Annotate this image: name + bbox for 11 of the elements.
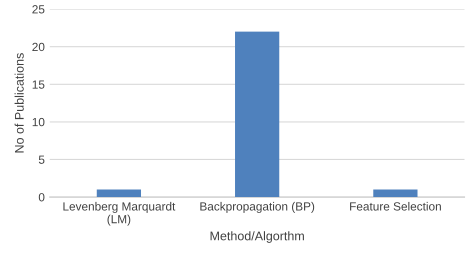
x-axis-title: Method/Algorthm [210,231,304,243]
x-tick-label: Backpropagation (BP) [200,202,314,213]
x-tick-label: Feature Selection [350,202,441,211]
y-tick-label: 15 [32,80,44,89]
y-axis-title: No of Publications [14,53,24,152]
y-tick-label: 20 [32,42,44,52]
y-tick-label: 5 [38,156,44,164]
y-tick-label: 10 [32,118,44,126]
y-tick-label: 0 [38,193,44,202]
x-tick-label: Levenberg Marquardt (LM) [63,202,176,226]
y-tick-label: 25 [32,5,44,14]
